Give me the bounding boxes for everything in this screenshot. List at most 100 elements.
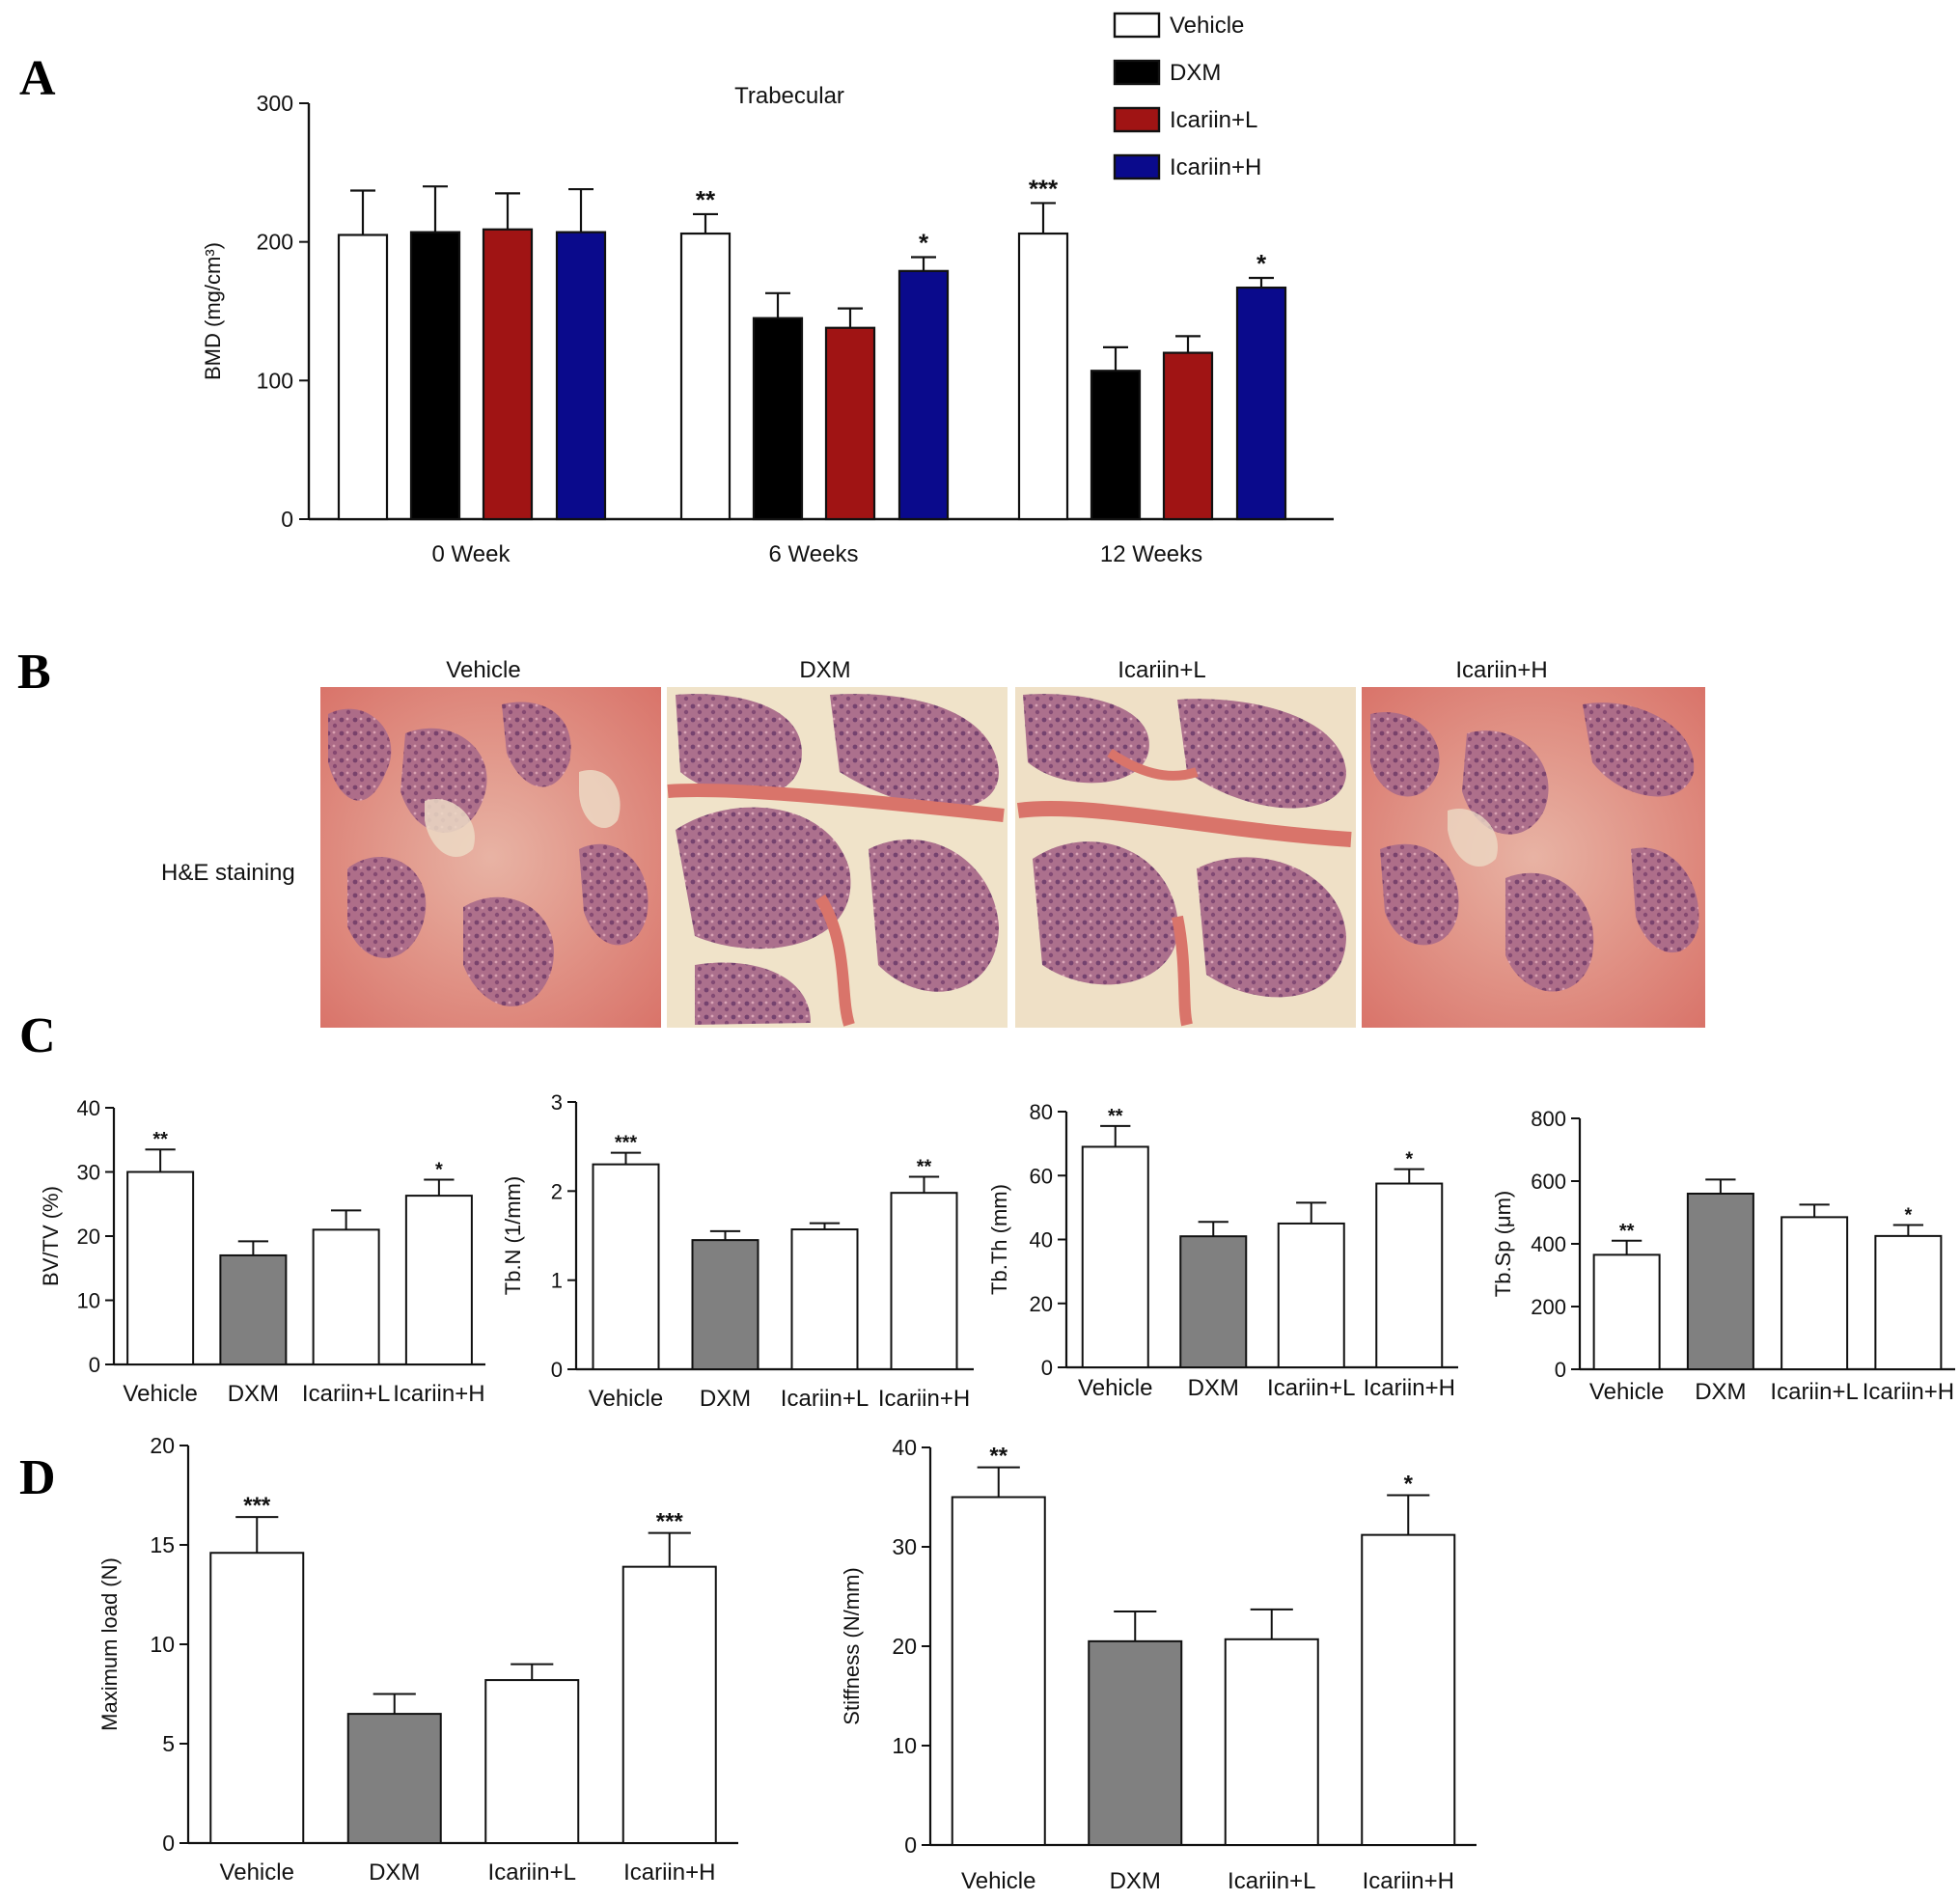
tbth-y-tick-label: 80 <box>1030 1100 1053 1124</box>
bvtv-chart: 0 10 20 30 40 BV/TV (%) ** Vehicle DXM Icariin+L *… <box>39 1096 485 1407</box>
micrograph-dxm <box>667 687 1008 1028</box>
tbn-chart: 0 1 2 3 Tb.N (1/mm) *** Vehicle DXM Icariin+L ** I… <box>501 1090 974 1412</box>
stiffness-category-label: Icariin+L <box>1228 1868 1315 1894</box>
bvtv-category-label: Icariin+H <box>393 1381 484 1407</box>
bmd-bar <box>824 326 876 521</box>
tbth-y-axis-label: Tb.Th (mm) <box>987 1184 1011 1295</box>
stiffness-category-label: DXM <box>1110 1868 1161 1894</box>
bmd-y-tick-label: 100 <box>257 368 293 393</box>
stiffness-bar <box>1224 1638 1319 1847</box>
tbn-bar <box>592 1163 660 1370</box>
tbn-bar <box>890 1192 958 1371</box>
tbth-bar <box>1277 1222 1345 1368</box>
tbn-category-label: Icariin+H <box>878 1386 970 1412</box>
bvtv-bar <box>219 1253 288 1365</box>
tbn-category-label: Icariin+L <box>781 1386 869 1412</box>
tbn-y-axis-label: Tb.N (1/mm) <box>501 1176 525 1295</box>
legend-label: Icariin+H <box>1170 154 1261 180</box>
stiffness-significance: * <box>1404 1471 1414 1497</box>
tbsp-y-axis-label: Tb.Sp (μm) <box>1491 1191 1515 1297</box>
legend-swatch-vehicle <box>1113 12 1161 39</box>
tbn-y-tick-label: 1 <box>551 1269 563 1293</box>
bmd-category-label: 0 Week <box>432 541 511 567</box>
bmd-y-tick-label: 300 <box>257 91 293 116</box>
maxload-y-tick-label: 10 <box>150 1632 175 1657</box>
tbth-category-label: Vehicle <box>1078 1375 1152 1401</box>
tbth-y-tick-label: 40 <box>1030 1228 1053 1253</box>
tbsp-significance: ** <box>1619 1221 1635 1242</box>
stiffness-significance: ** <box>989 1444 1008 1470</box>
panel-letter-d: D <box>19 1450 56 1505</box>
bmd-category-label: 12 Weeks <box>1100 541 1202 567</box>
tbsp-significance: * <box>1904 1205 1912 1226</box>
bvtv-bar <box>312 1228 380 1365</box>
bvtv-significance: ** <box>152 1129 168 1150</box>
bmd-bar <box>1017 232 1069 521</box>
stiffness-bar <box>951 1496 1046 1846</box>
bmd-y-tick-label: 200 <box>257 230 293 255</box>
tbsp-category-label: DXM <box>1695 1379 1746 1405</box>
tbsp-category-label: Icariin+H <box>1863 1379 1954 1405</box>
bmd-y-axis-label: BMD (mg/cm³) <box>201 242 225 380</box>
maxload-bar <box>484 1679 580 1844</box>
bmd-bar <box>337 234 389 521</box>
bvtv-category-label: Icariin+L <box>302 1381 390 1407</box>
bmd-significance: * <box>1256 249 1267 278</box>
stiffness-y-tick-label: 10 <box>892 1733 917 1758</box>
tbsp-category-label: Vehicle <box>1589 1379 1664 1405</box>
panel-letter-b: B <box>17 645 51 700</box>
tbsp-y-tick-label: 800 <box>1531 1107 1566 1131</box>
maxload-significance: *** <box>243 1493 271 1519</box>
bvtv-y-tick-label: 40 <box>77 1096 100 1120</box>
bmd-bar <box>555 231 607 521</box>
bvtv-y-tick-label: 10 <box>77 1289 100 1313</box>
histology-col-label-icariin-h: Icariin+H <box>1455 657 1547 683</box>
legend-swatch-icariin-h <box>1113 153 1161 180</box>
bmd-bar <box>409 231 461 521</box>
stiffness-y-tick-label: 0 <box>904 1832 917 1858</box>
tbth-category-label: DXM <box>1188 1375 1239 1401</box>
stiffness-bar <box>1361 1533 1456 1846</box>
legend-label: DXM <box>1170 60 1221 86</box>
tbsp-bar <box>1874 1234 1943 1370</box>
micrograph-vehicle <box>320 687 661 1028</box>
maxload-category-label: Vehicle <box>220 1859 294 1886</box>
maxload-y-axis-label: Maximum load (N) <box>97 1557 122 1731</box>
tbn-category-label: Vehicle <box>589 1386 663 1412</box>
histology-col-label-icariin-l: Icariin+L <box>1118 657 1205 683</box>
bmd-bar <box>752 317 804 521</box>
maxload-bar <box>346 1713 442 1844</box>
tbn-significance: *** <box>615 1133 638 1154</box>
bmd-bar <box>1090 370 1142 521</box>
bmd-title: Trabecular <box>734 83 844 109</box>
tbth-bar <box>1375 1182 1444 1368</box>
bmd-bar <box>679 232 732 521</box>
maxload-significance: *** <box>656 1509 684 1535</box>
maxload-bar <box>621 1565 717 1845</box>
stiffness-y-tick-label: 30 <box>892 1534 917 1559</box>
bmd-chart: 0 100 200 300 BMD (mg/cm³) Trabecular 0 Week 6 … <box>201 83 1334 567</box>
stiffness-category-label: Vehicle <box>961 1868 1035 1894</box>
bvtv-category-label: Vehicle <box>123 1381 197 1407</box>
maxload-y-tick-label: 5 <box>162 1731 175 1756</box>
maxload-category-label: Icariin+L <box>488 1859 576 1886</box>
bvtv-bar <box>126 1170 195 1365</box>
bvtv-y-tick-label: 30 <box>77 1161 100 1185</box>
tbth-significance: ** <box>1108 1106 1123 1127</box>
tbsp-category-label: Icariin+L <box>1770 1379 1858 1405</box>
bmd-y-tick-label: 0 <box>281 507 293 532</box>
maxload-bar <box>209 1552 305 1844</box>
maxload-chart: 0 5 10 15 20 Maximum load (N) *** Vehicle DXM Ica… <box>97 1433 738 1886</box>
legend: Vehicle DXM Icariin+L Icariin+H <box>1113 12 1261 180</box>
stiffness-category-label: Icariin+H <box>1363 1868 1454 1894</box>
stiffness-chart: 0 10 20 30 40 Stiffness (N/mm) ** Vehicle DXM Ica… <box>840 1435 1477 1894</box>
bmd-significance: * <box>919 228 929 257</box>
tbth-y-tick-label: 0 <box>1041 1356 1053 1380</box>
bvtv-significance: * <box>435 1159 443 1180</box>
tbsp-y-tick-label: 0 <box>1555 1358 1566 1382</box>
bmd-bar <box>482 228 534 521</box>
tbth-y-tick-label: 60 <box>1030 1164 1053 1188</box>
bvtv-y-tick-label: 0 <box>89 1353 100 1377</box>
legend-swatch-dxm <box>1113 59 1161 86</box>
